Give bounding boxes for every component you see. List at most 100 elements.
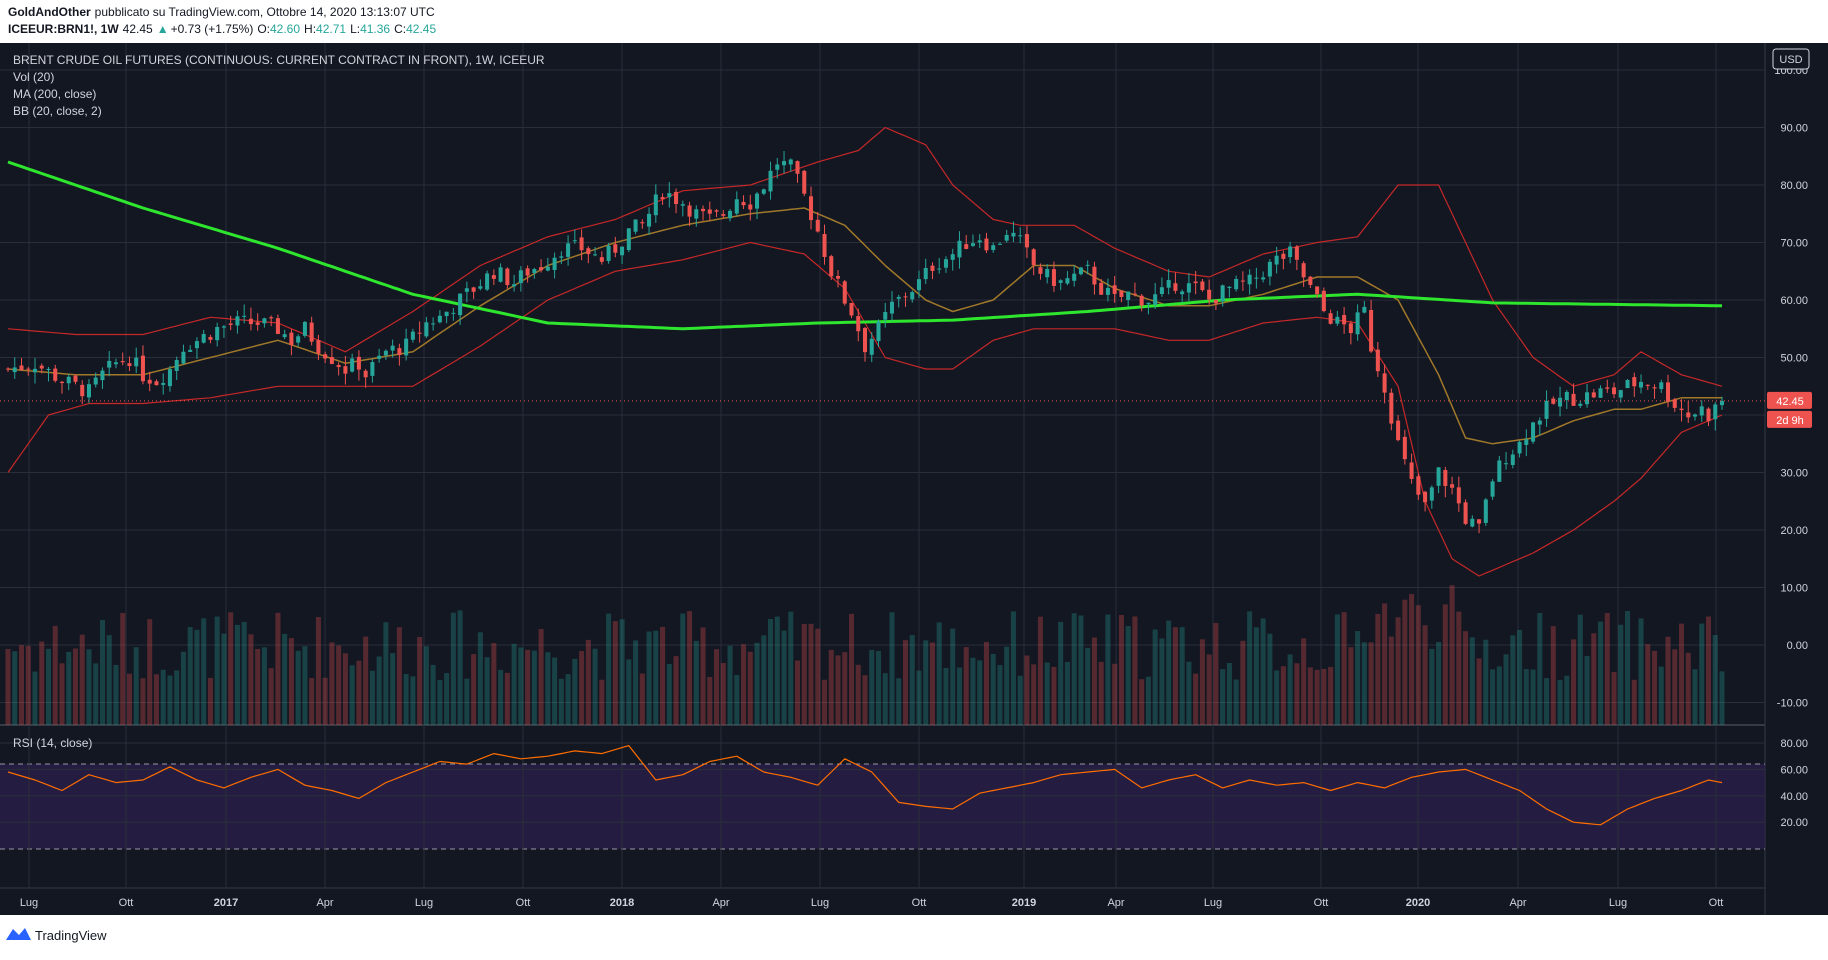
candle-body	[1355, 312, 1360, 335]
time-axis[interactable]: Lug Ott 2017 Apr Lug Ott 2018 Apr Lug Ott 2019 Apr L…	[20, 897, 1724, 909]
candle-body	[1463, 502, 1468, 524]
volume-bar	[1172, 627, 1178, 725]
candle-body	[707, 209, 712, 214]
moving-average	[7, 160, 1723, 331]
header-l-value: 41.36	[360, 22, 390, 36]
candle-body	[795, 161, 800, 174]
candle-body	[640, 222, 645, 224]
time-tick-label: 2020	[1406, 897, 1430, 909]
currency-label[interactable]: USD	[1779, 54, 1802, 66]
volume-bar	[1321, 668, 1327, 725]
candle-body	[242, 315, 247, 317]
candle-body	[262, 318, 267, 324]
volume-bar	[1226, 662, 1232, 725]
candle-body	[1281, 253, 1286, 259]
volume-bar	[1112, 663, 1118, 725]
candle-body	[579, 237, 584, 251]
candle-body	[667, 193, 672, 198]
candle-body	[1180, 291, 1185, 295]
volume-bar	[869, 649, 875, 725]
volume-bar	[862, 675, 868, 725]
time-tick-label: 2018	[610, 897, 634, 909]
candle-body	[1612, 387, 1617, 395]
volume-bar	[956, 667, 962, 725]
candle-body	[383, 350, 388, 356]
volume-bar	[1253, 627, 1259, 725]
volume-bar	[558, 678, 564, 725]
volume-bar	[322, 677, 328, 725]
volume-bar	[1537, 613, 1543, 725]
candle-body	[862, 327, 868, 353]
grid	[0, 43, 1765, 888]
candle-body	[1706, 408, 1711, 422]
candle-body	[181, 351, 186, 364]
volume-bar	[1361, 642, 1367, 725]
candle-body	[491, 275, 496, 279]
candle-body	[1085, 264, 1090, 266]
candle-body	[505, 268, 510, 286]
volume-bar	[288, 638, 294, 725]
rsi-tick-label: 60.00	[1780, 764, 1808, 776]
candle-body	[755, 193, 760, 209]
volume-bar	[855, 664, 861, 725]
rsi-tick-label: 40.00	[1780, 791, 1808, 803]
volume-bar	[1037, 616, 1043, 725]
volume-bar	[437, 679, 443, 725]
volume-bar	[545, 652, 551, 725]
candle-body	[1119, 290, 1124, 297]
candle-body	[1207, 289, 1212, 300]
candle-body	[255, 322, 260, 325]
candle-body	[140, 355, 145, 382]
volume-bar	[1409, 594, 1415, 725]
legend-bb[interactable]: BB (20, close, 2)	[13, 104, 102, 118]
candles[interactable]	[5, 151, 1725, 534]
candle-body	[1011, 232, 1016, 237]
volume-bar	[504, 672, 510, 725]
volume-bar	[1712, 634, 1718, 725]
legend-vol[interactable]: Vol (20)	[13, 70, 54, 84]
volume-bar	[1132, 616, 1138, 725]
candle-body	[356, 356, 361, 370]
candle-body	[336, 364, 341, 368]
volume-bar	[1692, 669, 1698, 725]
volume-bar	[761, 635, 767, 725]
rsi-axis[interactable]: 80.00 60.00 40.00 20.00	[1780, 738, 1808, 829]
candle-body	[478, 286, 483, 289]
candle-body	[734, 199, 739, 214]
volume-bar	[363, 636, 369, 725]
time-tick-label: Apr	[712, 897, 729, 909]
candle-body	[1564, 391, 1569, 400]
volume-bar	[1064, 661, 1070, 725]
volume-bar	[133, 647, 139, 725]
tradingview-logo-icon[interactable]	[6, 928, 31, 940]
legend-rsi[interactable]: RSI (14, close)	[13, 736, 92, 750]
volume-bar	[1280, 666, 1286, 725]
volume-bar	[1341, 612, 1347, 725]
volume-bar	[565, 674, 571, 725]
legend-ma[interactable]: MA (200, close)	[13, 87, 96, 101]
volume-bar	[1429, 648, 1435, 725]
volume-bar	[754, 642, 760, 725]
candle-body	[1234, 278, 1239, 290]
currency-box[interactable]	[1772, 48, 1810, 70]
candle-body	[552, 257, 557, 271]
legend-title[interactable]: BRENT CRUDE OIL FUTURES (CONTINUOUS: CUR…	[13, 53, 545, 67]
volume-bar	[666, 663, 672, 725]
candle-body	[1193, 281, 1198, 284]
candle-body	[1261, 277, 1266, 280]
footer-brand[interactable]: TradingView	[35, 928, 107, 943]
volume-bar	[1375, 613, 1381, 725]
volume-bar	[410, 676, 416, 725]
candle-body	[451, 312, 456, 314]
price-tick-label: 0.00	[1787, 640, 1808, 652]
candle-body	[59, 381, 65, 384]
candle-body	[674, 191, 679, 205]
candle-body	[377, 355, 382, 359]
candle-body	[1692, 414, 1698, 417]
candle-body	[12, 367, 17, 373]
bb-upper-line	[7, 126, 1723, 387]
candle-body	[1477, 519, 1482, 524]
price-axis[interactable]: 100.0090.0080.0070.0060.0050.0040.0030.0…	[1774, 65, 1808, 710]
volume-bar	[700, 627, 706, 725]
